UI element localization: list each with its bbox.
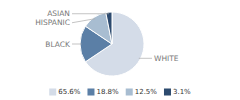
legend-item: 3.1% — [164, 88, 191, 96]
legend-label: 3.1% — [173, 88, 191, 96]
legend-swatch — [87, 89, 94, 96]
legend-item: 18.8% — [87, 88, 119, 96]
legend: 65.6% 18.8% 12.5% 3.1% — [49, 88, 191, 96]
leader-line — [72, 13, 109, 14]
legend-swatch — [49, 89, 56, 96]
slice — [85, 13, 112, 44]
slice-label: HISPANIC — [35, 18, 70, 27]
slice — [106, 12, 112, 44]
slice-label: BLACK — [45, 40, 71, 49]
slice-label: ASIAN — [47, 9, 70, 18]
pie — [80, 12, 144, 76]
legend-swatch — [164, 89, 171, 96]
slice-label: WHITE — [154, 54, 179, 63]
leader-line — [72, 44, 82, 45]
chart: WHITE BLACK HISPANICASIAN 65.6% 18.8% 12.5% 3.… — [0, 0, 240, 100]
legend-swatch — [126, 89, 133, 96]
legend-label: 18.8% — [96, 88, 119, 96]
leader-line — [72, 19, 95, 23]
legend-label: 12.5% — [135, 88, 158, 96]
legend-item: 12.5% — [126, 88, 158, 96]
legend-item: 65.6% — [49, 88, 81, 96]
leader-line — [139, 58, 152, 59]
legend-label: 65.6% — [58, 88, 81, 96]
slice-labels: WHITE BLACK HISPANICASIAN — [35, 9, 179, 63]
